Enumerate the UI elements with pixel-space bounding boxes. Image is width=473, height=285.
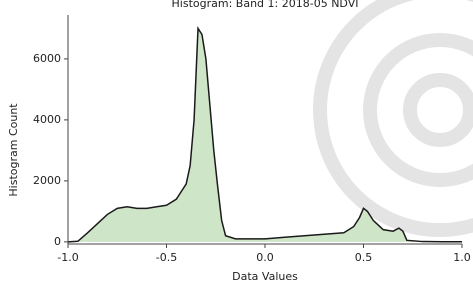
y-tick-label: 6000 xyxy=(33,52,61,65)
area xyxy=(68,28,462,241)
x-tick-label: -1.0 xyxy=(57,251,78,264)
x-tick-label: -0.5 xyxy=(156,251,177,264)
y-axis-label: Histogram Count xyxy=(7,103,20,197)
chart: Histogram: Band 1: 2018-05 NDVI Data Val… xyxy=(0,0,473,285)
x-tick-label: 0.5 xyxy=(355,251,373,264)
chart-title: Histogram: Band 1: 2018-05 NDVI xyxy=(172,0,359,10)
x-tick-label: 1.0 xyxy=(453,251,471,264)
y-tick-label: 0 xyxy=(54,235,61,248)
x-tick-label: 0.0 xyxy=(256,251,274,264)
x-axis-label: Data Values xyxy=(232,270,298,283)
watermark xyxy=(320,0,473,230)
y-tick-label: 4000 xyxy=(33,113,61,126)
y-tick-label: 2000 xyxy=(33,174,61,187)
